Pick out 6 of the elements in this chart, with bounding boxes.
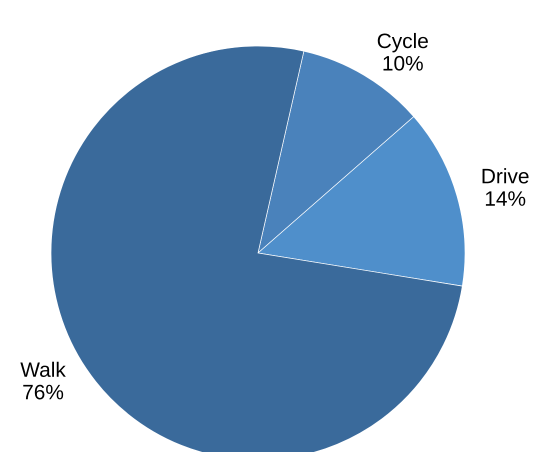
slice-label: Drive xyxy=(482,168,529,184)
data-label: 76% xyxy=(23,384,64,400)
slice-label: Walk xyxy=(20,362,66,378)
data-label: 10% xyxy=(384,56,423,71)
data-label: 14% xyxy=(486,191,526,206)
slice-label: Cycle xyxy=(378,32,428,52)
